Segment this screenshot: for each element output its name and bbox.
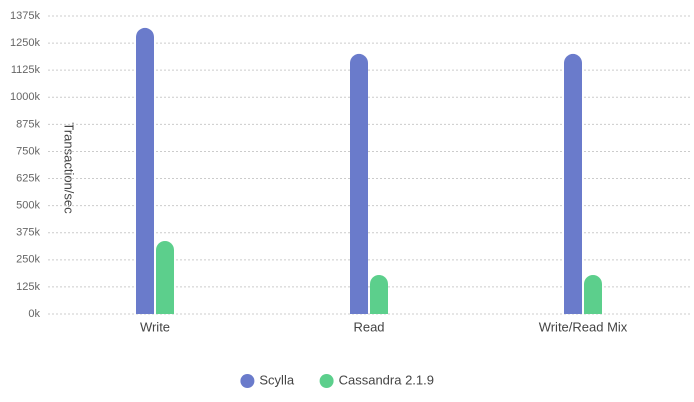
y-tick-label: 875k	[16, 118, 40, 130]
y-tick-label: 500k	[16, 200, 40, 212]
y-tick-label: 1250k	[10, 37, 40, 49]
bar	[350, 53, 368, 314]
x-tick-label: Write/Read Mix	[539, 319, 628, 334]
y-tick-label: 125k	[16, 281, 40, 293]
bar	[564, 53, 582, 314]
x-tick-label: Read	[353, 319, 384, 334]
bar	[156, 240, 174, 314]
x-tick-label: Write	[140, 319, 170, 334]
legend-item: Cassandra 2.1.9	[319, 372, 434, 388]
y-tick-label: 625k	[16, 172, 40, 184]
y-tick-label: 250k	[16, 254, 40, 266]
y-tick-label: 0k	[28, 308, 40, 320]
y-axis-label: Transaction/sec	[62, 122, 77, 214]
legend-item: Scylla	[240, 372, 295, 388]
bar	[584, 274, 602, 314]
legend-label: Scylla	[259, 372, 294, 387]
y-tick-label: 1375k	[10, 10, 40, 22]
bar	[136, 27, 154, 314]
legend-marker	[240, 374, 255, 388]
bar	[370, 274, 388, 314]
legend-marker	[319, 374, 334, 388]
y-tick-label: 375k	[16, 227, 40, 239]
legend-label: Cassandra 2.1.9	[339, 372, 434, 387]
y-tick-label: 750k	[16, 145, 40, 157]
y-tick-label: 1000k	[10, 91, 40, 103]
y-tick-label: 1125k	[11, 64, 41, 76]
